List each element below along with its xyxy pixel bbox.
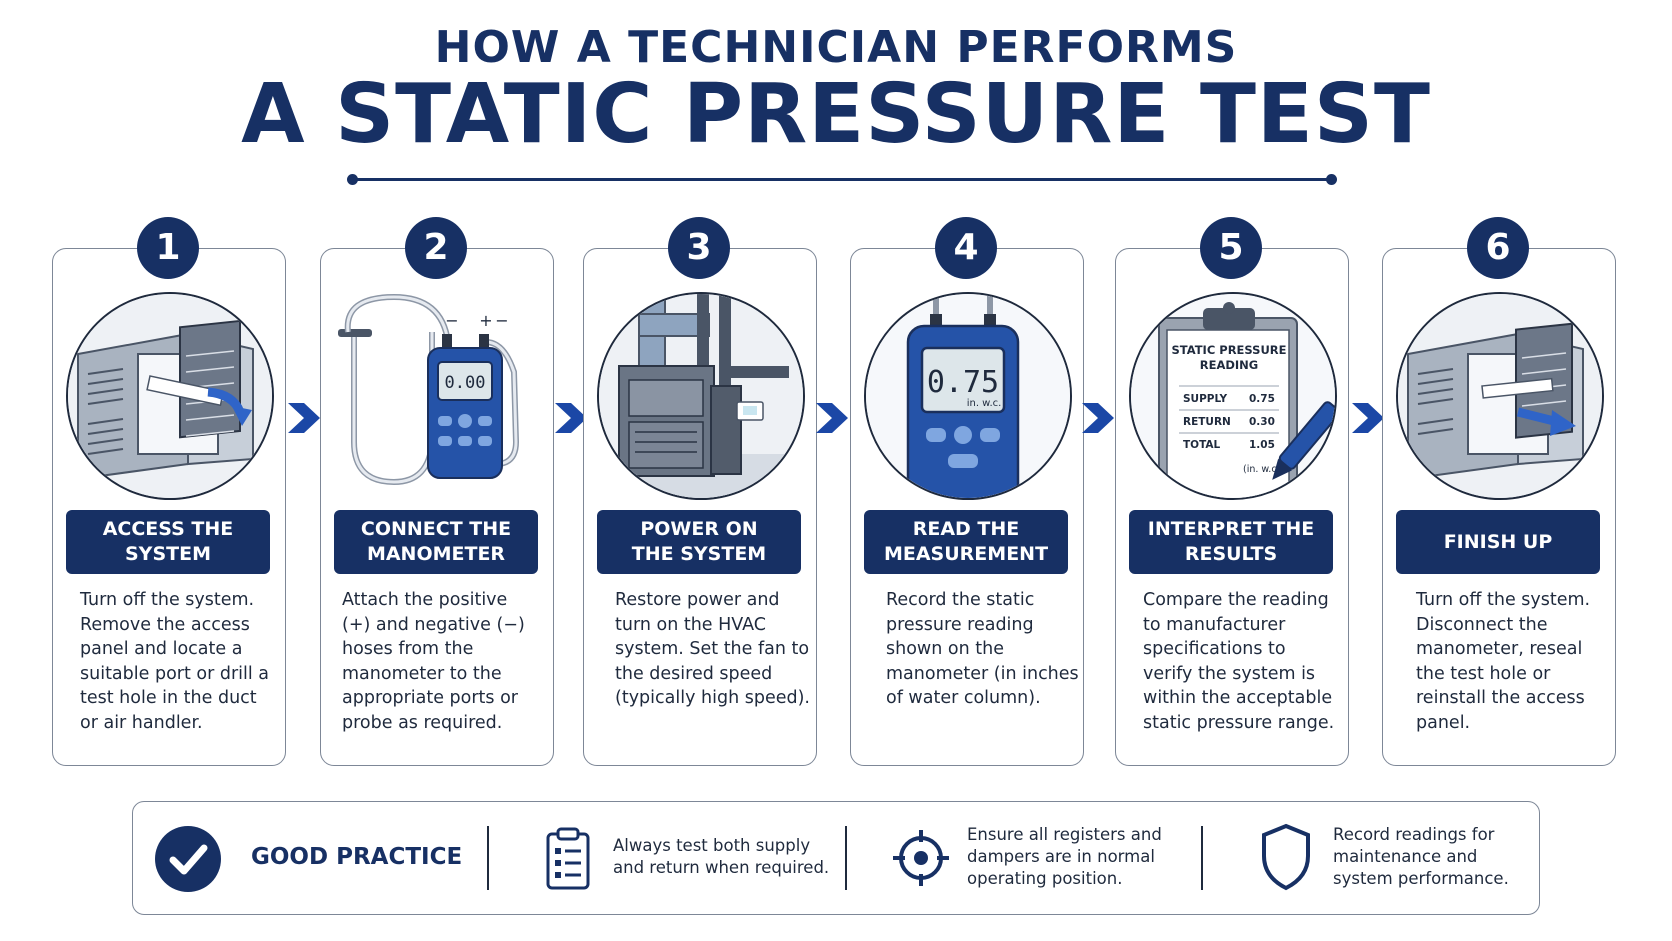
title-line-1: HOW A TECHNICIAN PERFORMS (434, 22, 1238, 73)
sheet-title-line-1: STATIC PRESSURE (1171, 343, 1286, 357)
step-description-1: Turn off the system. Remove the access p… (80, 590, 270, 733)
sheet-unit: (in. w.c.) (1243, 464, 1283, 475)
manometer-unit-4: in. w.c. (967, 398, 1002, 409)
step-title-3-line-2: THE SYSTEM (631, 543, 767, 565)
sheet-row-value-supply: 0.75 (1249, 393, 1275, 405)
step-title-6: FINISH UP (1396, 510, 1600, 574)
chevron-right-icon (1082, 403, 1114, 433)
sheet-row-value-return: 0.30 (1249, 416, 1275, 428)
hose-label-plus: + (479, 311, 492, 330)
step-number-2: 2 (405, 217, 467, 279)
sheet-title-line-2: READING (1200, 358, 1259, 372)
manometer-display-2: 0.00 (445, 373, 486, 393)
step-title-2-line-1: CONNECT THE (360, 518, 512, 540)
step-description-2: Attach the positive (+) and negative (−)… (342, 590, 525, 733)
step-title-1: ACCESS THE SYSTEM (66, 510, 270, 574)
air-handler-close-icon (1396, 292, 1604, 500)
air-handler-panel-icon (66, 292, 274, 500)
hose-label-minus: − (495, 311, 508, 330)
good-practice-title: GOOD PRACTICE (251, 844, 463, 870)
page-title: A STATIC PRESSURE TEST (241, 67, 1431, 162)
step-title-5-line-1: INTERPRET THE (1147, 518, 1315, 540)
chevron-right-icon (288, 403, 320, 433)
manometer-hoses-icon: 0.00 − + − (334, 292, 540, 492)
step-title-1-line-1: ACCESS THE (102, 518, 234, 540)
good-practice-panel: GOOD PRACTICE Always test both supply an… (132, 801, 1540, 915)
furnace-icon (597, 292, 805, 500)
step-title-5: INTERPRET THE RESULTS (1129, 510, 1333, 574)
step-number-5: 5 (1200, 217, 1262, 279)
step-number-3: 3 (668, 217, 730, 279)
chevron-right-icon (1352, 403, 1384, 433)
chevron-right-icon (555, 403, 587, 433)
checklist-icon (545, 826, 591, 895)
step-title-4: READ THE MEASUREMENT (864, 510, 1068, 574)
step-title-3: POWER ON THE SYSTEM (597, 510, 801, 574)
sheet-row-label-return: RETURN (1183, 416, 1231, 428)
step-number-6: 6 (1467, 217, 1529, 279)
step-description-4: Record the static pressure reading shown… (886, 590, 1079, 708)
divider (1201, 826, 1203, 890)
step-title-6-line-1: FINISH UP (1443, 530, 1553, 553)
checkmark-icon (155, 826, 221, 892)
step-description-5: Compare the reading to manufacturer spec… (1143, 590, 1335, 733)
step-title-4-line-1: READ THE (912, 518, 1020, 540)
practice-text-3: Record readings for maintenance and syst… (1333, 825, 1509, 888)
step-title-3-line-1: POWER ON (640, 518, 758, 540)
divider (487, 826, 489, 890)
step-description-3: Restore power and turn on the HVAC syste… (615, 590, 810, 708)
step-title-2-line-2: MANOMETER (366, 543, 506, 565)
divider (845, 826, 847, 890)
manometer-display-4: 0.75 (927, 365, 999, 400)
sheet-row-label-total: TOTAL (1183, 439, 1221, 451)
step-description-6: Turn off the system. Disconnect the mano… (1416, 590, 1591, 733)
step-title-5-line-2: RESULTS (1184, 543, 1278, 565)
shield-icon (1259, 822, 1313, 897)
manometer-reading-icon: 0.75 in. w.c. (864, 292, 1072, 500)
step-number-4: 4 (935, 217, 997, 279)
title-divider (347, 174, 1337, 185)
chevron-right-icon (816, 403, 848, 433)
step-title-2: CONNECT THE MANOMETER (334, 510, 538, 574)
crosshair-icon (891, 828, 951, 893)
practice-text-2: Ensure all registers and dampers are in … (967, 825, 1162, 888)
clipboard-icon: STATIC PRESSURE READING SUPPLY 0.75 RETU… (1129, 292, 1337, 500)
sheet-row-value-total: 1.05 (1249, 439, 1275, 451)
step-title-4-line-2: MEASUREMENT (883, 543, 1049, 565)
step-title-1-line-2: SYSTEM (125, 543, 211, 565)
practice-text-1: Always test both supply and return when … (613, 836, 830, 877)
hose-label-left: − (445, 311, 458, 330)
step-number-1: 1 (137, 217, 199, 279)
sheet-row-label-supply: SUPPLY (1183, 393, 1228, 405)
